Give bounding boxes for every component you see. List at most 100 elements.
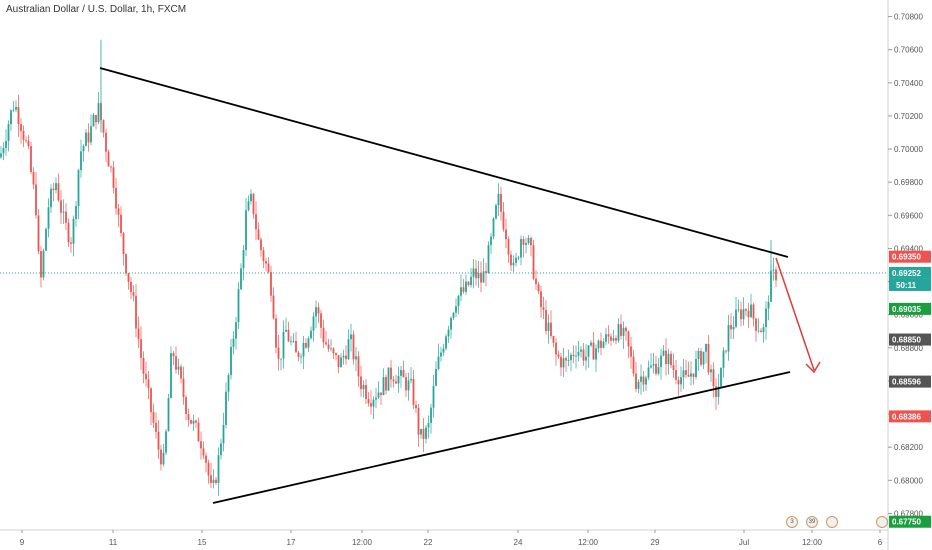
candle-body xyxy=(40,251,42,278)
candle-body xyxy=(2,147,5,154)
candle-body xyxy=(717,386,720,397)
candle-body xyxy=(97,103,100,123)
candle-body xyxy=(250,193,252,202)
candle-body xyxy=(260,239,262,251)
candle-body xyxy=(417,408,420,435)
candle-body xyxy=(25,139,27,141)
candle-body xyxy=(62,211,65,213)
candle-body xyxy=(707,343,710,373)
candle-body xyxy=(47,207,50,229)
candle-body xyxy=(575,355,577,357)
candle-body xyxy=(672,365,675,370)
price-tag-label: 0.69252 xyxy=(892,269,921,278)
candle-body xyxy=(410,378,412,381)
candle-body xyxy=(407,380,410,391)
candle-body xyxy=(422,428,425,439)
candle-body xyxy=(455,306,457,313)
candles xyxy=(0,39,777,496)
time-axis: 9 11 15 17 12:00 22 24 12:00 29 Jul 12:00 6 xyxy=(20,530,883,547)
candle-body xyxy=(532,245,535,279)
candle-body xyxy=(77,170,80,207)
candle-body xyxy=(142,357,145,374)
candle-body xyxy=(695,359,697,377)
candle-body xyxy=(237,289,240,323)
event-icon-4[interactable] xyxy=(876,516,888,528)
candle-body xyxy=(775,269,777,281)
event-icon-1[interactable]: 3 xyxy=(786,516,798,528)
candle-body xyxy=(600,340,602,348)
candle-body xyxy=(512,262,515,266)
candle-body xyxy=(115,187,117,209)
candle-body xyxy=(590,342,592,346)
candle-body xyxy=(632,356,635,374)
candle-body xyxy=(12,109,15,111)
candle-body xyxy=(102,120,105,133)
candle-body xyxy=(560,356,562,368)
candle-body xyxy=(232,338,235,347)
candle-body xyxy=(435,368,437,386)
candle-body xyxy=(500,193,502,212)
candle-body xyxy=(212,479,215,483)
candle-body xyxy=(187,414,190,421)
candle-body xyxy=(225,391,227,425)
candle-body xyxy=(487,245,490,274)
candle-body xyxy=(287,329,290,342)
candle-body xyxy=(415,404,417,409)
candle-body xyxy=(175,356,177,370)
candle-body xyxy=(372,399,375,407)
event-icon-2[interactable]: 39 xyxy=(806,516,818,528)
candle-body xyxy=(405,377,407,391)
candle-body xyxy=(457,295,460,307)
candle-body xyxy=(172,353,175,357)
candle-body xyxy=(197,422,200,442)
candle-body xyxy=(617,324,620,341)
candle-body xyxy=(132,292,135,296)
event-icon-3[interactable] xyxy=(826,516,838,528)
candle-body xyxy=(592,342,595,360)
candle-body xyxy=(32,171,35,185)
x-tick-label: 12:00 xyxy=(802,538,823,547)
candle-body xyxy=(370,403,372,407)
candle-body xyxy=(72,218,75,244)
candle-body xyxy=(630,346,632,357)
candle-body xyxy=(342,355,345,358)
candle-body xyxy=(650,365,652,368)
candle-body xyxy=(70,242,72,244)
candle-body xyxy=(22,130,25,140)
candle-body xyxy=(507,239,510,255)
candle-body xyxy=(697,351,700,360)
candle-body xyxy=(122,233,125,254)
candle-body xyxy=(295,340,297,353)
candle-body xyxy=(545,309,547,331)
candle-body xyxy=(547,322,550,331)
candle-body xyxy=(10,110,12,125)
candle-body xyxy=(207,462,210,476)
y-tick-label: 0.70000 xyxy=(894,145,923,154)
candle-body xyxy=(735,309,737,327)
candle-body xyxy=(130,281,132,293)
candle-body xyxy=(475,268,477,279)
candle-body xyxy=(252,193,255,215)
candle-body xyxy=(725,350,727,352)
candle-body xyxy=(605,334,607,342)
candle-body xyxy=(485,271,487,274)
candle-body xyxy=(352,334,355,360)
candle-body xyxy=(587,345,590,357)
candle-body xyxy=(5,140,7,148)
candle-body xyxy=(737,309,740,311)
y-tick-label: 0.70400 xyxy=(894,79,923,88)
candle-body xyxy=(502,211,505,230)
candle-body xyxy=(767,301,770,309)
candle-body xyxy=(202,448,205,456)
drawings xyxy=(0,67,888,504)
candle-body xyxy=(740,309,742,320)
candle-body xyxy=(332,348,335,354)
candle-body xyxy=(190,420,192,424)
candle-body xyxy=(215,479,217,484)
candle-body xyxy=(720,367,722,387)
candle-body xyxy=(565,358,567,361)
candle-body xyxy=(280,358,282,360)
candle-body xyxy=(340,357,342,368)
candle-body xyxy=(140,339,142,358)
